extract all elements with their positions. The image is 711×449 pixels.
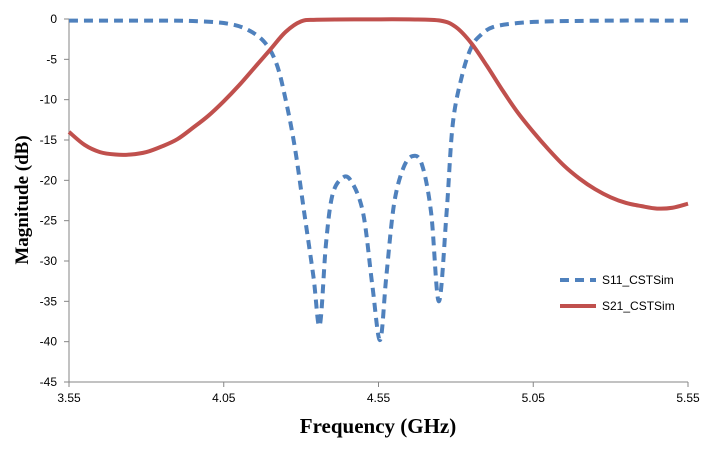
y-tick-label: -30 (40, 254, 58, 268)
y-tick-label: -25 (40, 214, 58, 228)
x-tick-label: 4.55 (367, 391, 391, 405)
series-layer (67, 17, 689, 343)
y-axis-title: Magnitude (dB) (12, 135, 33, 264)
y-tick-label: -5 (46, 52, 57, 66)
legend-label-s11: S11_CSTSim (602, 273, 674, 287)
y-tick-label: -35 (40, 294, 58, 308)
x-tick-label: 5.05 (522, 391, 546, 405)
x-axis-title: Frequency (GHz) (300, 414, 457, 438)
y-tick-label: -10 (40, 93, 58, 107)
legend: S11_CSTSim S21_CSTSim (560, 273, 675, 313)
y-tick-label: -40 (40, 335, 58, 349)
series-line-s21-cstsim (67, 17, 689, 211)
y-tick-label: -20 (40, 173, 58, 187)
x-tick-label: 5.55 (676, 391, 700, 405)
y-tick-labels: 0 -5 -10 -15 -20 -25 -30 -35 -40 -45 (40, 12, 69, 389)
legend-label-s21: S21_CSTSim (602, 299, 675, 313)
x-tick-label: 3.55 (57, 391, 81, 405)
y-tick-label: -45 (40, 375, 58, 389)
x-tick-label: 4.05 (212, 391, 236, 405)
plot-area (68, 19, 688, 383)
series-line-s11-cstsim (69, 18, 689, 343)
y-tick-label: -15 (40, 133, 58, 147)
y-tick-label: 0 (50, 12, 57, 26)
x-tick-labels: 3.55 4.05 4.55 5.05 5.55 (57, 382, 700, 405)
